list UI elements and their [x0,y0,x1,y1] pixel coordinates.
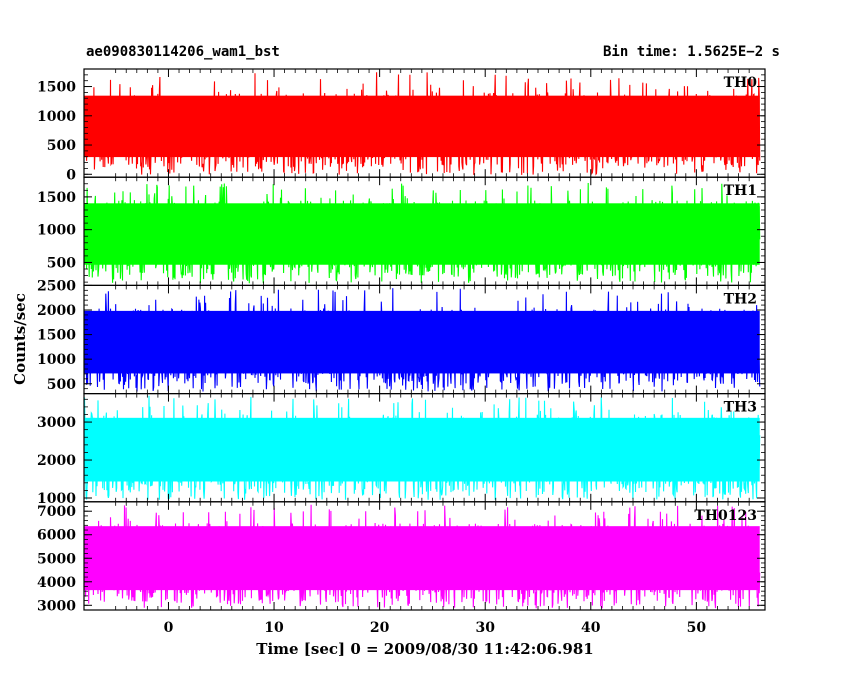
y-tick-label: 2500 [37,278,76,294]
x-tick-label: 40 [581,620,601,636]
y-tick-label: 500 [47,255,76,271]
y-tick-label: 2000 [37,453,76,469]
y-tick-label: 500 [47,138,76,154]
y-tick-label: 1500 [37,190,76,206]
trace-th3 [83,395,761,500]
panel-frame-th0123 [83,501,766,611]
y-tick-label: 3000 [37,598,76,614]
y-tick-label: 1000 [37,352,76,368]
trace-th0 [83,72,761,176]
x-tick-label: 20 [370,620,390,636]
trace-th0123 [83,504,761,609]
x-tick-label: 30 [475,620,495,636]
series-label-th3: TH3 [724,400,757,416]
series-label-th1: TH1 [724,183,757,199]
y-tick-label: 7000 [37,504,76,520]
series-label-th0: TH0 [724,75,758,91]
y-axis-label: Counts/sec [11,293,29,385]
y-tick-label: 1000 [37,223,76,239]
series-label-th2: TH2 [724,291,757,307]
y-tick-label: 1000 [37,109,76,125]
y-tick-label: 1500 [37,328,76,344]
y-tick-label: 0 [66,167,76,183]
y-tick-label: 5000 [37,551,76,567]
series-label-th0123: TH0123 [694,508,757,524]
y-tick-label: 2000 [37,303,76,319]
y-tick-label: 3000 [37,415,76,431]
trace-th1 [83,182,761,284]
x-tick-label: 50 [687,620,707,636]
trace-th2 [83,288,761,392]
observation-title: ae090830114206_wam1_bst [86,44,280,60]
y-tick-label: 1500 [37,80,76,96]
x-axis-label: Time [sec] 0 = 2009/08/30 11:42:06.981 [256,640,594,658]
bin-time-label: Bin time: 1.5625E−2 s [602,44,780,60]
y-tick-label: 1000 [37,491,76,507]
y-tick-label: 6000 [37,528,76,544]
y-tick-label: 500 [47,377,76,393]
x-tick-label: 0 [164,620,174,636]
x-tick-label: 10 [264,620,284,636]
y-tick-label: 4000 [37,575,76,591]
